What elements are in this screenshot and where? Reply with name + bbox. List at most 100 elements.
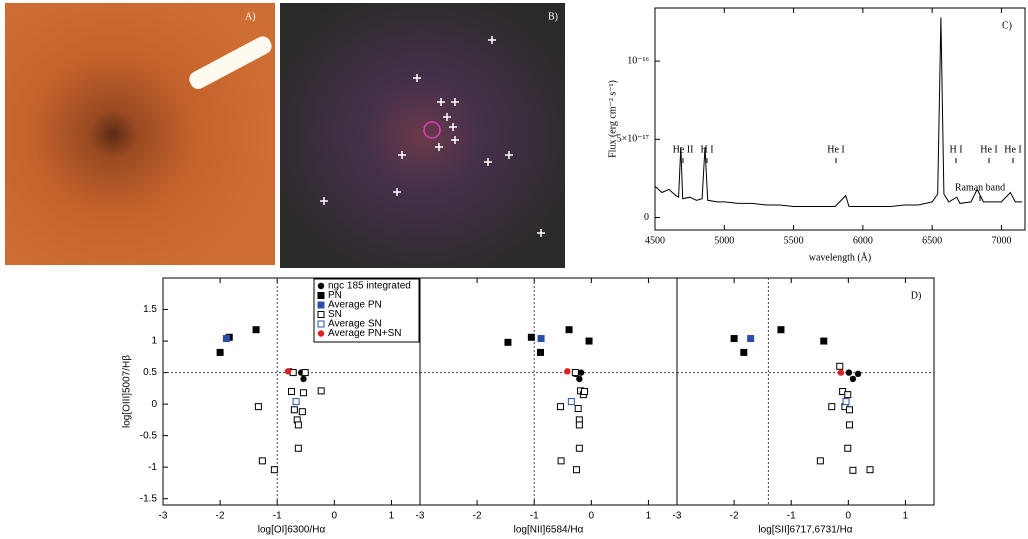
line-annotation: He II xyxy=(673,144,694,155)
x-axis-label: wavelength (Å) xyxy=(809,251,871,263)
y-tick-label: 5×10⁻¹⁷ xyxy=(617,134,650,145)
image-b xyxy=(280,3,565,268)
line-annotation: H I xyxy=(949,144,962,155)
point xyxy=(575,406,581,412)
point xyxy=(846,422,852,428)
y-tick-label: -1.5 xyxy=(140,493,158,504)
y-tick-label: 0 xyxy=(151,399,157,410)
point xyxy=(564,368,570,374)
point xyxy=(299,409,305,415)
plot-frame xyxy=(655,8,1025,230)
panel-b: B) xyxy=(280,3,565,268)
x-tick-label: -3 xyxy=(416,511,425,522)
x-tick-label: 1 xyxy=(903,511,909,522)
point xyxy=(300,376,306,382)
spectrum-line xyxy=(655,17,1022,206)
x-axis-label: log[NII]6584/Hα xyxy=(514,525,584,536)
line-annotation: Raman band xyxy=(955,182,1005,193)
point xyxy=(572,370,578,376)
point xyxy=(538,336,544,342)
point xyxy=(259,458,265,464)
legend-marker xyxy=(318,302,324,308)
point xyxy=(253,327,259,333)
point xyxy=(538,349,544,355)
point xyxy=(300,390,306,396)
point xyxy=(557,404,563,410)
point xyxy=(586,338,592,344)
x-tick-label: 0 xyxy=(332,511,338,522)
x-tick-label: 5500 xyxy=(784,235,804,246)
x-tick-label: -2 xyxy=(216,511,225,522)
point xyxy=(748,336,754,342)
x-tick-label: -1 xyxy=(530,511,539,522)
point xyxy=(271,467,277,473)
x-tick-label: -3 xyxy=(673,511,682,522)
point xyxy=(573,467,579,473)
legend-marker xyxy=(318,312,324,318)
point xyxy=(318,388,324,394)
y-tick-label: 0 xyxy=(644,212,649,223)
x-tick-label: 6500 xyxy=(922,235,942,246)
point xyxy=(576,445,582,451)
point xyxy=(528,334,534,340)
point xyxy=(302,370,308,376)
legend-marker xyxy=(318,330,324,336)
point xyxy=(731,336,737,342)
point xyxy=(846,407,852,413)
point xyxy=(285,368,291,374)
point xyxy=(845,445,851,451)
point xyxy=(558,458,564,464)
point xyxy=(576,422,582,428)
figure: A) B) 45005000550060006500700005×10⁻¹⁷10… xyxy=(0,0,1028,539)
page: A) B) 45005000550060006500700005×10⁻¹⁷10… xyxy=(0,0,1028,539)
point xyxy=(741,349,747,355)
panel-label: A) xyxy=(245,11,256,22)
y-tick-label: 0.5 xyxy=(143,367,157,378)
legend-marker xyxy=(318,321,324,327)
legend-marker xyxy=(318,293,324,299)
panel-label: D) xyxy=(911,290,922,301)
y-tick-label: -1 xyxy=(148,462,157,473)
line-annotation: He I xyxy=(827,144,845,155)
point xyxy=(855,371,861,377)
point xyxy=(223,336,229,342)
point xyxy=(838,369,844,375)
plot-frame xyxy=(420,278,677,505)
x-tick-label: -1 xyxy=(787,511,796,522)
point xyxy=(845,392,851,398)
panel-a: A) xyxy=(5,3,275,265)
point xyxy=(846,369,852,375)
x-tick-label: -2 xyxy=(473,511,482,522)
legend-label: Average PN+SN xyxy=(328,328,401,339)
x-tick-label: 0 xyxy=(846,511,852,522)
x-tick-label: -2 xyxy=(730,511,739,522)
x-axis-label: log[SII]6717,6731/Hα xyxy=(758,525,852,536)
x-tick-label: 7000 xyxy=(991,235,1011,246)
point xyxy=(817,458,823,464)
point xyxy=(581,389,587,395)
point xyxy=(295,422,301,428)
point xyxy=(837,363,843,369)
plot-frame xyxy=(677,278,934,505)
x-axis-label: log[OI]6300/Hα xyxy=(258,525,326,536)
point xyxy=(843,399,849,405)
point xyxy=(850,376,856,382)
x-tick-label: 4500 xyxy=(645,235,665,246)
x-tick-label: -1 xyxy=(273,511,282,522)
panel-label: C) xyxy=(1002,20,1012,31)
x-tick-label: 0 xyxy=(589,511,595,522)
line-annotation: He I xyxy=(980,144,998,155)
x-tick-label: 1 xyxy=(646,511,652,522)
point xyxy=(566,327,572,333)
point xyxy=(568,399,574,405)
y-axis-label: Flux (erg cm⁻² s⁻¹) xyxy=(607,80,618,158)
point xyxy=(778,327,784,333)
point xyxy=(867,467,873,473)
point xyxy=(576,376,582,382)
legend-marker xyxy=(318,283,324,289)
y-tick-label: 1 xyxy=(151,336,157,347)
x-tick-label: -3 xyxy=(159,511,168,522)
point xyxy=(293,399,299,405)
point xyxy=(829,404,835,410)
y-axis-label: log[OIII]5007/Hβ xyxy=(122,355,133,428)
